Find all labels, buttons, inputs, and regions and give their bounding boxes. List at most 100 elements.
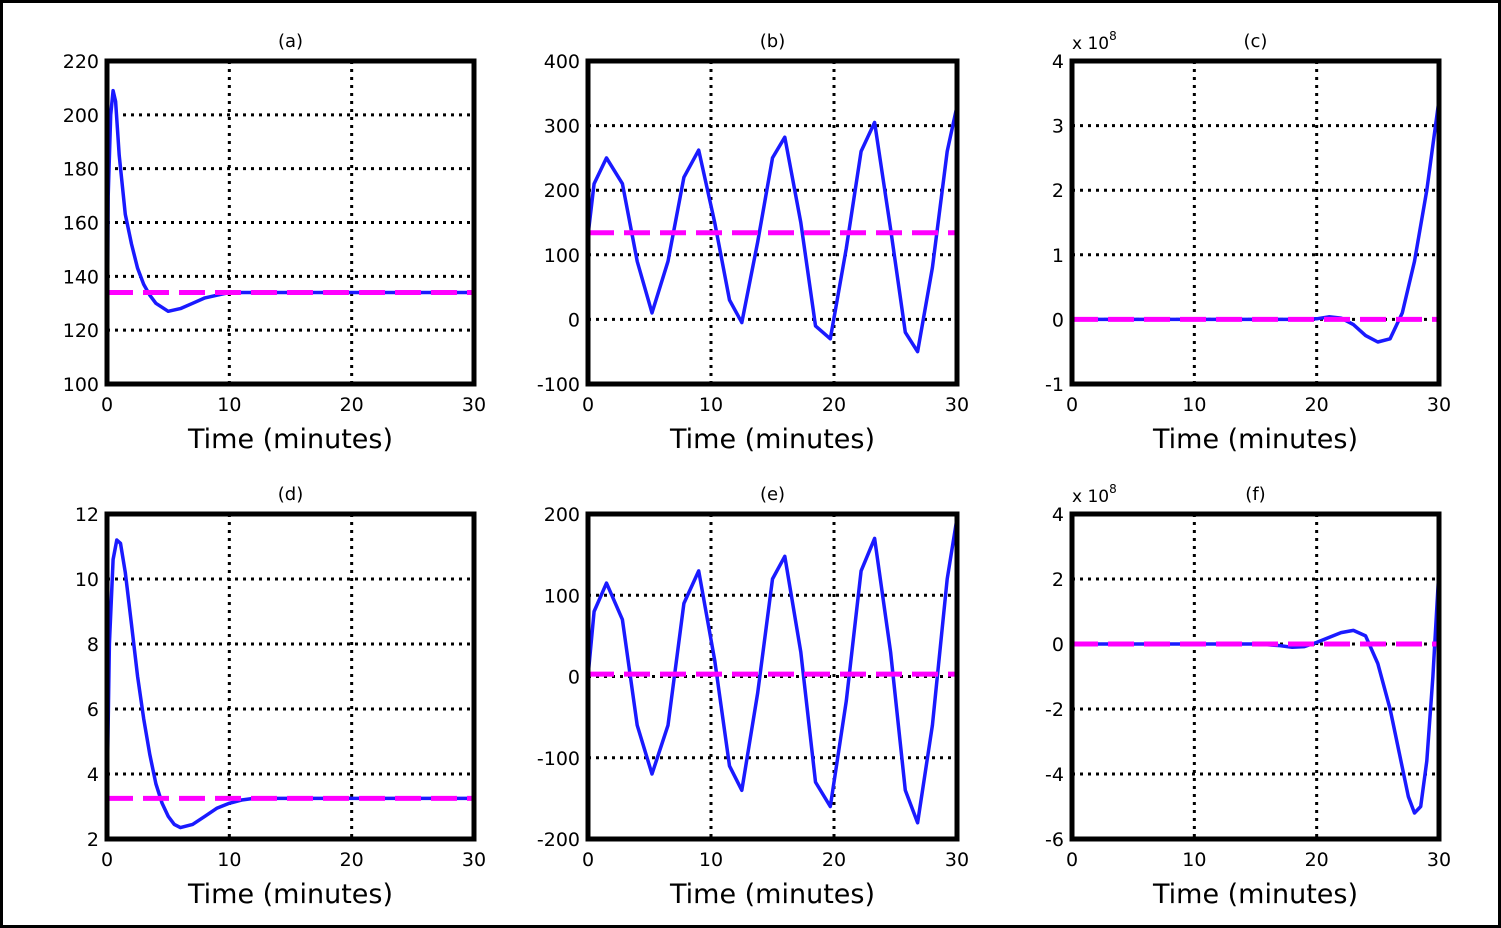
xtick-label-a-2: 20 bbox=[340, 394, 364, 416]
data-layer-f bbox=[1072, 569, 1439, 815]
xtick-label-f-1: 10 bbox=[1182, 849, 1206, 871]
ytick-label-d-1: 4 bbox=[87, 764, 99, 786]
ytick-label-a-2: 140 bbox=[63, 266, 99, 288]
xtick-label-e-1: 10 bbox=[699, 849, 723, 871]
subplot-title-a: (a) bbox=[278, 31, 303, 52]
ytick-label-c-5: 4 bbox=[1052, 51, 1064, 73]
response-curve-d bbox=[107, 538, 474, 830]
xtick-label-d-2: 20 bbox=[340, 849, 364, 871]
ytick-label-a-5: 200 bbox=[63, 105, 99, 127]
subplot-title-e: (e) bbox=[760, 484, 785, 505]
ytick-label-b-5: 400 bbox=[544, 51, 580, 73]
ytick-label-b-1: 0 bbox=[568, 309, 580, 331]
ytick-label-c-3: 2 bbox=[1052, 180, 1064, 202]
xtick-label-b-0: 0 bbox=[582, 394, 594, 416]
subplot-title-d: (d) bbox=[278, 484, 303, 505]
xtick-label-b-3: 30 bbox=[945, 394, 969, 416]
axes-frame-e bbox=[585, 511, 960, 842]
ytick-label-f-1: -4 bbox=[1045, 764, 1064, 786]
subplot-e: 0 10 20 30 -200 -100 0 100 200 (e) Time (minutes) bbox=[537, 484, 969, 910]
response-curve-b bbox=[588, 105, 957, 354]
ytick-label-e-4: 200 bbox=[544, 504, 580, 526]
xtick-label-b-1: 10 bbox=[699, 394, 723, 416]
axes-frame-d bbox=[104, 511, 477, 842]
xtick-label-f-0: 0 bbox=[1066, 849, 1078, 871]
axes-frame-f bbox=[1069, 511, 1442, 842]
axis-multiplier-exponent-f: 8 bbox=[1109, 482, 1117, 496]
xtick-label-c-2: 20 bbox=[1305, 394, 1329, 416]
ytick-label-b-4: 300 bbox=[544, 116, 580, 138]
x-axis-label-e: Time (minutes) bbox=[669, 879, 875, 910]
axes-frame-a bbox=[104, 58, 477, 387]
response-curve-c bbox=[1072, 99, 1439, 344]
data-layer-a bbox=[107, 88, 474, 384]
ytick-label-d-3: 8 bbox=[87, 634, 99, 656]
x-axis-label-a: Time (minutes) bbox=[187, 424, 393, 455]
response-curve-a bbox=[107, 88, 474, 384]
xtick-label-f-2: 20 bbox=[1305, 849, 1329, 871]
x-axis-label-f: Time (minutes) bbox=[1152, 879, 1358, 910]
subplot-f: 0 10 20 30 -6 -4 -2 0 2 4 (f) Time (minutes) x 108 bbox=[1045, 482, 1451, 910]
axis-multiplier-exponent-c: 8 bbox=[1109, 29, 1117, 43]
ytick-label-c-2: 1 bbox=[1052, 245, 1064, 267]
ytick-label-e-3: 100 bbox=[544, 585, 580, 607]
axes-frame-c bbox=[1069, 58, 1442, 387]
ytick-label-b-2: 100 bbox=[544, 245, 580, 267]
ytick-label-c-1: 0 bbox=[1052, 309, 1064, 331]
ytick-label-a-3: 160 bbox=[63, 213, 99, 235]
ytick-label-c-0: -1 bbox=[1045, 374, 1064, 396]
ytick-label-f-3: 0 bbox=[1052, 634, 1064, 656]
data-layer-b bbox=[588, 105, 957, 354]
xtick-label-d-1: 10 bbox=[217, 849, 241, 871]
ytick-label-a-1: 120 bbox=[63, 320, 99, 342]
ytick-label-b-3: 200 bbox=[544, 180, 580, 202]
ytick-label-c-4: 3 bbox=[1052, 116, 1064, 138]
subplot-d: 0 10 20 30 2 4 6 8 10 12 (d) Time (minutes) bbox=[75, 484, 486, 910]
data-layer-d bbox=[107, 538, 474, 830]
xtick-label-e-3: 30 bbox=[945, 849, 969, 871]
xtick-label-f-3: 30 bbox=[1427, 849, 1451, 871]
xtick-label-d-3: 30 bbox=[462, 849, 486, 871]
ytick-label-e-0: -200 bbox=[537, 829, 580, 851]
data-layer-c bbox=[1072, 99, 1439, 344]
ytick-label-f-4: 2 bbox=[1052, 569, 1064, 591]
ytick-label-f-2: -2 bbox=[1045, 699, 1064, 721]
axis-multiplier-c: x 108 bbox=[1072, 29, 1117, 54]
ytick-label-d-0: 2 bbox=[87, 829, 99, 851]
xtick-label-c-1: 10 bbox=[1182, 394, 1206, 416]
ytick-label-e-2: 0 bbox=[568, 667, 580, 689]
subplot-title-f: (f) bbox=[1245, 484, 1265, 505]
subplot-title-b: (b) bbox=[760, 31, 785, 52]
x-axis-label-c: Time (minutes) bbox=[1152, 424, 1358, 455]
axis-multiplier-f: x 108 bbox=[1072, 482, 1117, 507]
ytick-label-a-4: 180 bbox=[63, 159, 99, 181]
ytick-label-f-0: -6 bbox=[1045, 829, 1064, 851]
xtick-label-e-0: 0 bbox=[582, 849, 594, 871]
ytick-label-f-5: 4 bbox=[1052, 504, 1064, 526]
x-axis-label-d: Time (minutes) bbox=[187, 879, 393, 910]
xtick-label-b-2: 20 bbox=[822, 394, 846, 416]
ytick-label-d-4: 10 bbox=[75, 569, 99, 591]
subplot-a: 0 10 20 30 100 120 140 160 180 200 220 (a) Time (min… bbox=[63, 31, 486, 455]
x-axis-label-b: Time (minutes) bbox=[669, 424, 875, 455]
ytick-label-d-2: 6 bbox=[87, 699, 99, 721]
xtick-label-e-2: 20 bbox=[822, 849, 846, 871]
xtick-label-a-0: 0 bbox=[101, 394, 113, 416]
axes-frame-b bbox=[585, 58, 960, 387]
ytick-label-d-5: 12 bbox=[75, 504, 99, 526]
ytick-label-a-6: 220 bbox=[63, 51, 99, 73]
data-layer-e bbox=[588, 517, 957, 825]
ytick-label-e-1: -100 bbox=[537, 748, 580, 770]
ytick-label-b-0: -100 bbox=[537, 374, 580, 396]
xtick-label-c-0: 0 bbox=[1066, 394, 1078, 416]
xtick-label-d-0: 0 bbox=[101, 849, 113, 871]
xtick-label-c-3: 30 bbox=[1427, 394, 1451, 416]
ytick-label-a-0: 100 bbox=[63, 374, 99, 396]
response-curve-e bbox=[588, 517, 957, 825]
xtick-label-a-1: 10 bbox=[217, 394, 241, 416]
xtick-label-a-3: 30 bbox=[462, 394, 486, 416]
